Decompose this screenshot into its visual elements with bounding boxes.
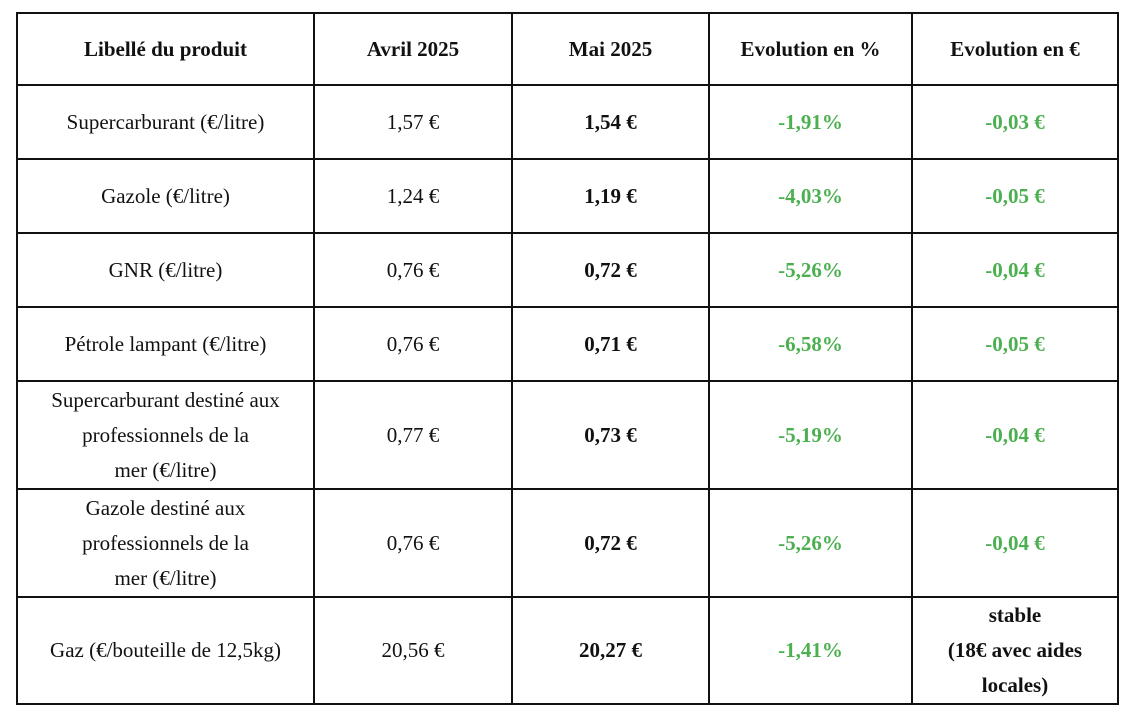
product-cell: Supercarburant (€/litre) xyxy=(16,84,315,160)
product-label: Gaz (€/bouteille de 12,5kg) xyxy=(50,638,281,662)
table-body: Supercarburant (€/litre) 1,57 € 1,54 € -… xyxy=(16,84,1119,705)
product-cell: GNR (€/litre) xyxy=(16,232,315,308)
product-label-line: professionnels de la xyxy=(82,530,249,555)
april-price-cell: 0,76 € xyxy=(313,306,513,382)
evolution-eur-value: -0,05 € xyxy=(985,183,1045,208)
may-price-cell: 0,71 € xyxy=(511,306,710,382)
evolution-eur-line: locales) xyxy=(981,673,1049,697)
evolution-pct-cell: -5,26% xyxy=(708,232,913,308)
table-row: Supercarburant destiné aux professionnel… xyxy=(16,380,1119,490)
header-evolution-eur: Evolution en € xyxy=(911,12,1119,86)
product-cell: Pétrole lampant (€/litre) xyxy=(16,306,315,382)
evolution-eur-cell: -0,05 € xyxy=(911,306,1119,382)
product-label: Supercarburant (€/litre) xyxy=(66,109,265,134)
evolution-eur-value: -0,04 € xyxy=(985,257,1045,282)
product-label-line: Supercarburant destiné aux xyxy=(51,387,280,412)
may-price-cell: 1,54 € xyxy=(511,84,710,160)
product-label: Pétrole lampant (€/litre) xyxy=(64,331,267,356)
header-product: Libellé du produit xyxy=(16,12,315,86)
price-comparison-table: Libellé du produit Avril 2025 Mai 2025 E… xyxy=(16,12,1119,705)
april-price-cell: 1,24 € xyxy=(313,158,513,234)
table-row: GNR (€/litre) 0,76 € 0,72 € -5,26% -0,04… xyxy=(16,232,1119,308)
evolution-pct-cell: -5,19% xyxy=(708,380,913,490)
header-row: Libellé du produit Avril 2025 Mai 2025 E… xyxy=(16,12,1119,86)
table-row: Gazole (€/litre) 1,24 € 1,19 € -4,03% -0… xyxy=(16,158,1119,234)
product-label: Gazole (€/litre) xyxy=(101,183,230,208)
evolution-eur-value: -0,03 € xyxy=(985,109,1045,134)
may-price-cell: 1,19 € xyxy=(511,158,710,234)
evolution-eur-line: (18€ avec aides xyxy=(947,638,1083,662)
product-cell: Supercarburant destiné aux professionnel… xyxy=(16,380,315,490)
table-row: Pétrole lampant (€/litre) 0,76 € 0,71 € … xyxy=(16,306,1119,382)
product-label-line: mer (€/litre) xyxy=(114,457,217,482)
header-may: Mai 2025 xyxy=(511,12,710,86)
may-price-cell: 0,72 € xyxy=(511,232,710,308)
table-row: Gazole destiné aux professionnels de la … xyxy=(16,488,1119,598)
product-label-line: professionnels de la xyxy=(82,422,249,447)
may-price-cell: 0,72 € xyxy=(511,488,710,598)
may-price-cell: 0,73 € xyxy=(511,380,710,490)
product-label: GNR (€/litre) xyxy=(108,257,223,282)
product-label-line: mer (€/litre) xyxy=(114,565,217,590)
evolution-eur-value: -0,05 € xyxy=(985,331,1045,356)
evolution-eur-cell: -0,03 € xyxy=(911,84,1119,160)
table-row: Supercarburant (€/litre) 1,57 € 1,54 € -… xyxy=(16,84,1119,160)
evolution-pct-cell: -1,91% xyxy=(708,84,913,160)
april-price-cell: 0,76 € xyxy=(313,488,513,598)
product-label-line: Gazole destiné aux xyxy=(85,495,246,520)
evolution-pct-cell: -1,41% xyxy=(708,596,913,705)
table-row: Gaz (€/bouteille de 12,5kg) 20,56 € 20,2… xyxy=(16,596,1119,705)
evolution-pct-cell: -4,03% xyxy=(708,158,913,234)
product-cell: Gazole (€/litre) xyxy=(16,158,315,234)
product-cell: Gazole destiné aux professionnels de la … xyxy=(16,488,315,598)
may-price-cell: 20,27 € xyxy=(511,596,710,705)
header-april: Avril 2025 xyxy=(313,12,513,86)
header-evolution-pct: Evolution en % xyxy=(708,12,913,86)
evolution-eur-value: -0,04 € xyxy=(985,422,1045,447)
table-header: Libellé du produit Avril 2025 Mai 2025 E… xyxy=(16,12,1119,86)
april-price-cell: 1,57 € xyxy=(313,84,513,160)
evolution-eur-cell: stable (18€ avec aides locales) xyxy=(911,596,1119,705)
evolution-eur-cell: -0,04 € xyxy=(911,232,1119,308)
evolution-eur-cell: -0,05 € xyxy=(911,158,1119,234)
april-price-cell: 0,76 € xyxy=(313,232,513,308)
product-cell: Gaz (€/bouteille de 12,5kg) xyxy=(16,596,315,705)
evolution-pct-cell: -6,58% xyxy=(708,306,913,382)
april-price-cell: 20,56 € xyxy=(313,596,513,705)
april-price-cell: 0,77 € xyxy=(313,380,513,490)
evolution-eur-value: -0,04 € xyxy=(985,530,1045,555)
evolution-eur-line: stable xyxy=(988,603,1042,627)
evolution-pct-cell: -5,26% xyxy=(708,488,913,598)
evolution-eur-cell: -0,04 € xyxy=(911,488,1119,598)
evolution-eur-cell: -0,04 € xyxy=(911,380,1119,490)
